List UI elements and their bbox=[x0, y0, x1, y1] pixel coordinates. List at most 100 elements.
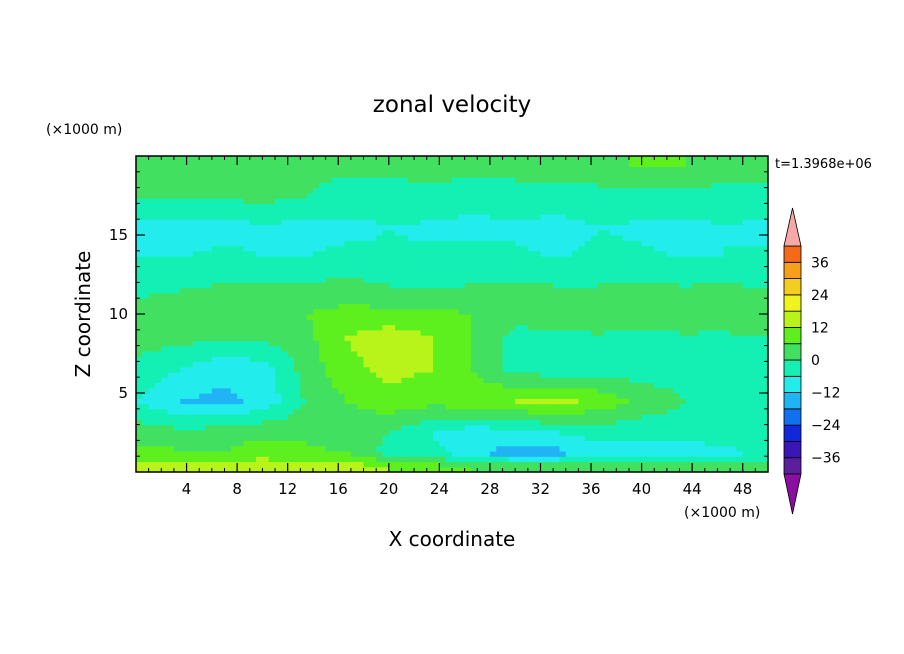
field-cell bbox=[344, 440, 352, 447]
field-cell bbox=[161, 393, 169, 399]
field-cell bbox=[230, 366, 238, 373]
field-cell bbox=[237, 271, 245, 278]
field-cell bbox=[136, 292, 143, 299]
field-cell bbox=[350, 419, 358, 426]
field-cell bbox=[591, 419, 598, 426]
field-cell bbox=[363, 456, 371, 463]
field-cell bbox=[502, 213, 510, 220]
field-cell bbox=[546, 224, 554, 231]
field-cell bbox=[635, 424, 643, 431]
field-cell bbox=[199, 324, 207, 331]
field-cell bbox=[477, 414, 485, 420]
field-cell bbox=[300, 340, 308, 347]
field-cell bbox=[230, 319, 238, 326]
field-cell bbox=[445, 324, 453, 331]
field-cell bbox=[401, 466, 409, 472]
field-cell bbox=[666, 435, 674, 441]
field-cell bbox=[654, 314, 662, 320]
field-cell bbox=[382, 461, 390, 468]
field-cell bbox=[262, 350, 270, 357]
field-cell bbox=[584, 319, 592, 326]
field-cell bbox=[717, 213, 725, 220]
field-cell bbox=[489, 424, 497, 431]
field-cell bbox=[350, 245, 358, 252]
field-cell bbox=[635, 456, 643, 463]
field-cell bbox=[534, 345, 542, 352]
field-cell bbox=[319, 256, 327, 262]
field-cell bbox=[237, 345, 245, 352]
field-cell bbox=[666, 324, 674, 331]
field-cell bbox=[597, 277, 605, 283]
field-cell bbox=[306, 308, 314, 315]
field-cell bbox=[654, 408, 662, 415]
field-cell bbox=[559, 308, 567, 315]
field-cell bbox=[192, 229, 200, 236]
field-cell bbox=[426, 398, 434, 405]
field-cell bbox=[578, 224, 586, 231]
field-cell bbox=[287, 271, 295, 278]
field-cell bbox=[262, 213, 270, 220]
field-cell bbox=[679, 213, 687, 220]
field-cell bbox=[704, 277, 712, 283]
field-cell bbox=[742, 429, 750, 436]
field-cell bbox=[306, 314, 314, 320]
field-cell bbox=[578, 366, 586, 373]
field-cell bbox=[730, 282, 737, 289]
field-cell bbox=[268, 440, 276, 447]
field-cell bbox=[572, 235, 579, 241]
field-cell bbox=[603, 282, 611, 289]
field-cell bbox=[445, 303, 453, 310]
field-cell bbox=[199, 219, 207, 226]
field-cell bbox=[148, 256, 156, 262]
field-cell bbox=[666, 345, 674, 352]
field-cell bbox=[540, 303, 548, 310]
field-cell bbox=[597, 287, 605, 294]
field-cell bbox=[136, 250, 143, 257]
field-cell bbox=[287, 261, 295, 268]
field-cell bbox=[154, 456, 162, 463]
field-cell bbox=[692, 419, 700, 426]
field-cell bbox=[426, 282, 434, 289]
field-cell bbox=[647, 424, 655, 431]
field-cell bbox=[591, 213, 598, 220]
field-cell bbox=[420, 324, 428, 331]
field-cell bbox=[218, 319, 226, 326]
field-cell bbox=[300, 282, 308, 289]
field-cell bbox=[294, 271, 301, 278]
field-cell bbox=[578, 298, 586, 305]
field-cell bbox=[224, 345, 232, 352]
field-cell bbox=[647, 440, 655, 447]
field-cell bbox=[496, 350, 504, 357]
field-cell bbox=[433, 398, 440, 405]
field-cell bbox=[401, 408, 409, 415]
field-cell bbox=[597, 250, 605, 257]
field-cell bbox=[660, 250, 668, 257]
field-cell bbox=[711, 424, 719, 431]
field-cell bbox=[319, 277, 327, 283]
field-cell bbox=[685, 219, 693, 226]
field-cell bbox=[489, 245, 497, 252]
field-cell bbox=[641, 303, 649, 310]
field-cell bbox=[319, 414, 327, 420]
field-cell bbox=[154, 387, 162, 394]
field-cell bbox=[344, 403, 352, 410]
field-cell bbox=[382, 298, 390, 305]
field-cell bbox=[572, 403, 579, 410]
field-cell bbox=[136, 350, 143, 357]
field-cell bbox=[654, 414, 662, 420]
field-cell bbox=[540, 371, 548, 378]
field-cell bbox=[433, 235, 440, 241]
field-cell bbox=[584, 287, 592, 294]
field-cell bbox=[685, 324, 693, 331]
field-cell bbox=[319, 350, 327, 357]
field-cell bbox=[312, 361, 320, 368]
field-cell bbox=[628, 461, 636, 468]
field-cell bbox=[224, 382, 232, 389]
field-cell bbox=[350, 366, 358, 373]
field-cell bbox=[559, 213, 567, 220]
field-cell bbox=[256, 235, 263, 241]
field-cell bbox=[515, 408, 523, 415]
field-cell bbox=[388, 361, 396, 368]
field-cell bbox=[211, 429, 219, 436]
field-cell bbox=[452, 450, 459, 457]
